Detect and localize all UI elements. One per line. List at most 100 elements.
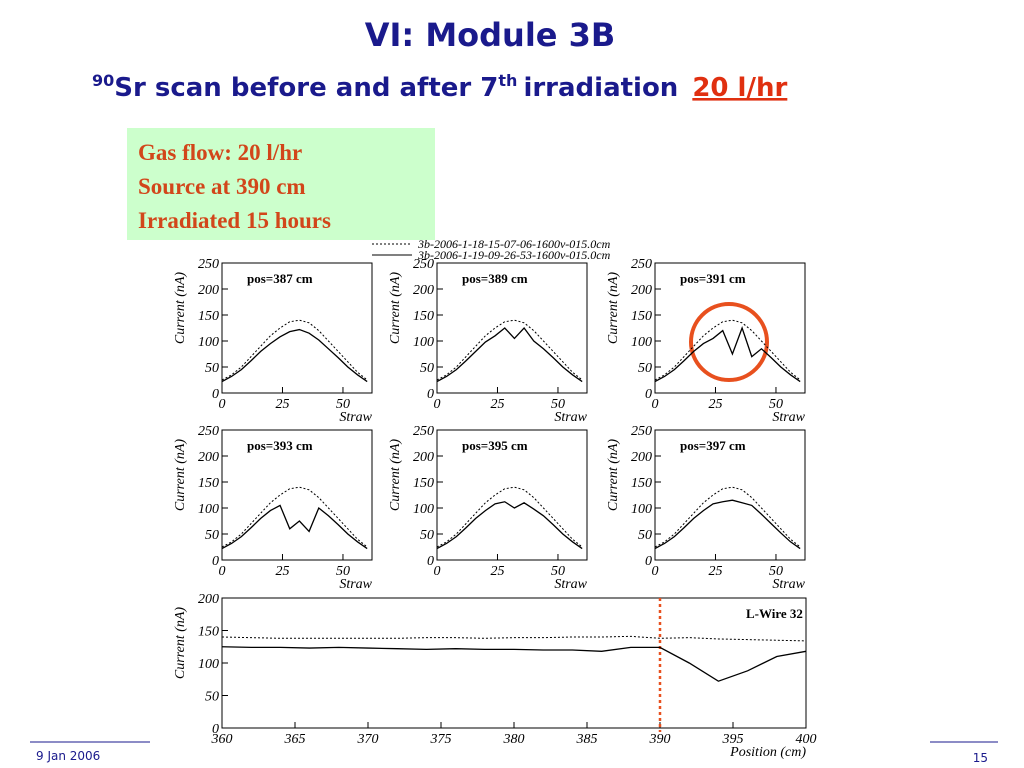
footer-date: 9 Jan 2006 bbox=[36, 749, 100, 763]
x-tick-label: 50 bbox=[551, 397, 565, 412]
y-tick-label: 200 bbox=[413, 283, 434, 298]
y-tick-label: 100 bbox=[198, 502, 219, 517]
y-axis-label: Current (nA) bbox=[173, 439, 188, 512]
x-tick-label: 0 bbox=[434, 564, 441, 579]
x-tick-label: 0 bbox=[434, 397, 441, 412]
y-tick-label: 150 bbox=[413, 309, 434, 324]
x-tick-label: 360 bbox=[211, 732, 233, 747]
panel-title: L-Wire 32 bbox=[746, 606, 803, 621]
y-tick-label: 50 bbox=[638, 361, 652, 376]
y-tick-label: 200 bbox=[198, 283, 219, 298]
y-tick-label: 50 bbox=[205, 528, 219, 543]
panel-title: pos=391 cm bbox=[680, 271, 746, 286]
x-tick-label: 50 bbox=[336, 397, 350, 412]
y-tick-label: 150 bbox=[413, 476, 434, 491]
x-tick-label: 25 bbox=[708, 564, 722, 579]
y-tick-label: 50 bbox=[638, 528, 652, 543]
subtitle-part: Sr scan before and after 7 bbox=[114, 73, 498, 103]
x-axis-label: Straw bbox=[554, 577, 587, 592]
x-tick-label: 0 bbox=[652, 397, 659, 412]
legend-label: 3b-2006-1-18-15-07-06-1600v-015.0cm bbox=[417, 237, 611, 251]
x-tick-label: 50 bbox=[769, 397, 783, 412]
y-tick-label: 150 bbox=[198, 625, 219, 640]
x-tick-label: 385 bbox=[576, 732, 598, 747]
y-axis-label: Current (nA) bbox=[173, 607, 188, 680]
x-tick-label: 380 bbox=[503, 732, 525, 747]
x-axis-label: Straw bbox=[339, 410, 372, 425]
x-tick-label: 365 bbox=[284, 732, 306, 747]
y-tick-label: 0 bbox=[427, 554, 434, 569]
panel-title: pos=387 cm bbox=[247, 271, 313, 286]
y-tick-label: 200 bbox=[631, 450, 652, 465]
x-axis-label: Straw bbox=[772, 577, 805, 592]
x-tick-label: 25 bbox=[708, 397, 722, 412]
series-line bbox=[436, 326, 583, 383]
panel-title: pos=389 cm bbox=[462, 271, 528, 286]
series-line bbox=[221, 635, 807, 642]
info-line: Gas flow: 20 l/hr bbox=[138, 140, 302, 165]
x-tick-label: 50 bbox=[551, 564, 565, 579]
series-line bbox=[221, 319, 368, 381]
y-tick-label: 50 bbox=[420, 361, 434, 376]
subtitle-part: irradiation bbox=[523, 73, 678, 103]
series-line bbox=[221, 504, 368, 550]
y-tick-label: 150 bbox=[631, 476, 652, 491]
series-line bbox=[221, 646, 807, 682]
y-tick-label: 0 bbox=[645, 387, 652, 402]
y-tick-label: 100 bbox=[198, 335, 219, 350]
y-tick-label: 200 bbox=[198, 592, 219, 607]
y-tick-label: 150 bbox=[631, 309, 652, 324]
series-line bbox=[436, 319, 583, 381]
y-tick-label: 100 bbox=[631, 502, 652, 517]
y-tick-label: 250 bbox=[198, 424, 219, 439]
y-axis-label: Current (nA) bbox=[173, 272, 188, 345]
x-tick-label: 390 bbox=[649, 732, 671, 747]
x-axis-label: Straw bbox=[772, 410, 805, 425]
slide-title: VI: Module 3B bbox=[365, 16, 616, 54]
y-tick-label: 50 bbox=[205, 690, 219, 705]
series-line bbox=[654, 499, 801, 550]
series-line bbox=[221, 486, 368, 548]
x-tick-label: 50 bbox=[336, 564, 350, 579]
x-tick-label: 25 bbox=[490, 564, 504, 579]
y-tick-label: 100 bbox=[413, 502, 434, 517]
y-tick-label: 0 bbox=[212, 722, 219, 737]
plot-frame bbox=[221, 262, 373, 394]
panel-title: pos=397 cm bbox=[680, 438, 746, 453]
x-tick-label: 25 bbox=[275, 397, 289, 412]
x-tick-label: 0 bbox=[219, 397, 226, 412]
info-box bbox=[127, 128, 435, 240]
x-tick-label: 0 bbox=[219, 564, 226, 579]
x-axis-label: Straw bbox=[554, 410, 587, 425]
panel-title: pos=395 cm bbox=[462, 438, 528, 453]
plot-frame bbox=[221, 597, 807, 729]
y-tick-label: 200 bbox=[631, 283, 652, 298]
x-tick-label: 370 bbox=[357, 732, 379, 747]
x-tick-label: 50 bbox=[769, 564, 783, 579]
y-tick-label: 100 bbox=[198, 657, 219, 672]
y-tick-label: 250 bbox=[631, 424, 652, 439]
plot-frame bbox=[654, 429, 806, 561]
info-line: Irradiated 15 hours bbox=[138, 208, 331, 233]
y-tick-label: 50 bbox=[205, 361, 219, 376]
plot-frame bbox=[221, 429, 373, 561]
x-axis-label: Position (cm) bbox=[729, 745, 806, 760]
plot-frame bbox=[654, 262, 806, 394]
y-tick-label: 50 bbox=[420, 528, 434, 543]
y-tick-label: 200 bbox=[413, 450, 434, 465]
y-axis-label: Current (nA) bbox=[388, 439, 403, 512]
y-axis-label: Current (nA) bbox=[388, 272, 403, 345]
y-tick-label: 250 bbox=[413, 424, 434, 439]
legend-label: 3b-2006-1-19-09-26-53-1600v-015.0cm bbox=[417, 248, 611, 262]
y-tick-label: 0 bbox=[212, 554, 219, 569]
y-tick-label: 200 bbox=[198, 450, 219, 465]
y-tick-label: 250 bbox=[198, 257, 219, 272]
y-tick-label: 250 bbox=[631, 257, 652, 272]
slide-subtitle: 90Sr scan before and after 7th irradiatio… bbox=[92, 71, 787, 103]
y-tick-label: 150 bbox=[198, 476, 219, 491]
series-line bbox=[436, 486, 583, 548]
y-tick-label: 0 bbox=[645, 554, 652, 569]
series-line bbox=[654, 319, 801, 381]
x-tick-label: 25 bbox=[275, 564, 289, 579]
